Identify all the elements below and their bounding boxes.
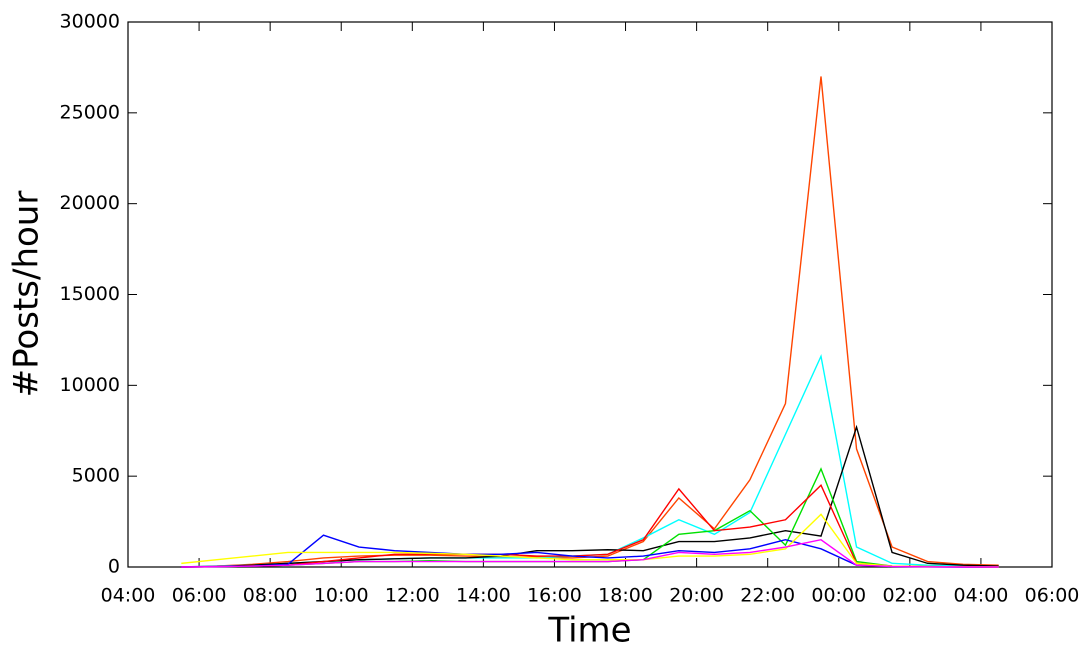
x-tick-label: 02:00	[882, 585, 937, 607]
x-tick-label: 18:00	[598, 585, 653, 607]
x-tick-label: 08:00	[243, 585, 298, 607]
series-line	[181, 513, 999, 568]
y-tick-label: 10000	[60, 374, 120, 396]
series-line	[181, 76, 999, 568]
series-line	[181, 539, 999, 568]
x-tick-label: 20:00	[669, 585, 724, 607]
y-tick-label: 0	[108, 556, 120, 578]
x-tick-label: 06:00	[172, 585, 227, 607]
series-line	[181, 424, 999, 568]
x-tick-label: 12:00	[385, 585, 440, 607]
y-tick-label: 25000	[60, 101, 120, 123]
x-tick-label: 10:00	[314, 585, 369, 607]
plot-frame	[127, 21, 1053, 568]
y-tick-label: 5000	[72, 465, 120, 487]
x-tick-label: 00:00	[811, 585, 866, 607]
x-tick-label: 06:00	[1025, 585, 1080, 607]
x-tick-label: 22:00	[740, 585, 795, 607]
x-tick-label: 04:00	[954, 585, 1009, 607]
x-tick-label: 14:00	[456, 585, 511, 607]
x-tick-label: 04:00	[101, 585, 156, 607]
y-tick-label: 20000	[60, 192, 120, 214]
y-tick-label: 30000	[60, 11, 120, 33]
y-axis-label: #Posts/hour	[7, 191, 47, 398]
x-axis-label: Time	[547, 611, 631, 651]
x-tick-label: 16:00	[527, 585, 582, 607]
series-line	[181, 353, 999, 568]
y-tick-label: 15000	[60, 283, 120, 305]
